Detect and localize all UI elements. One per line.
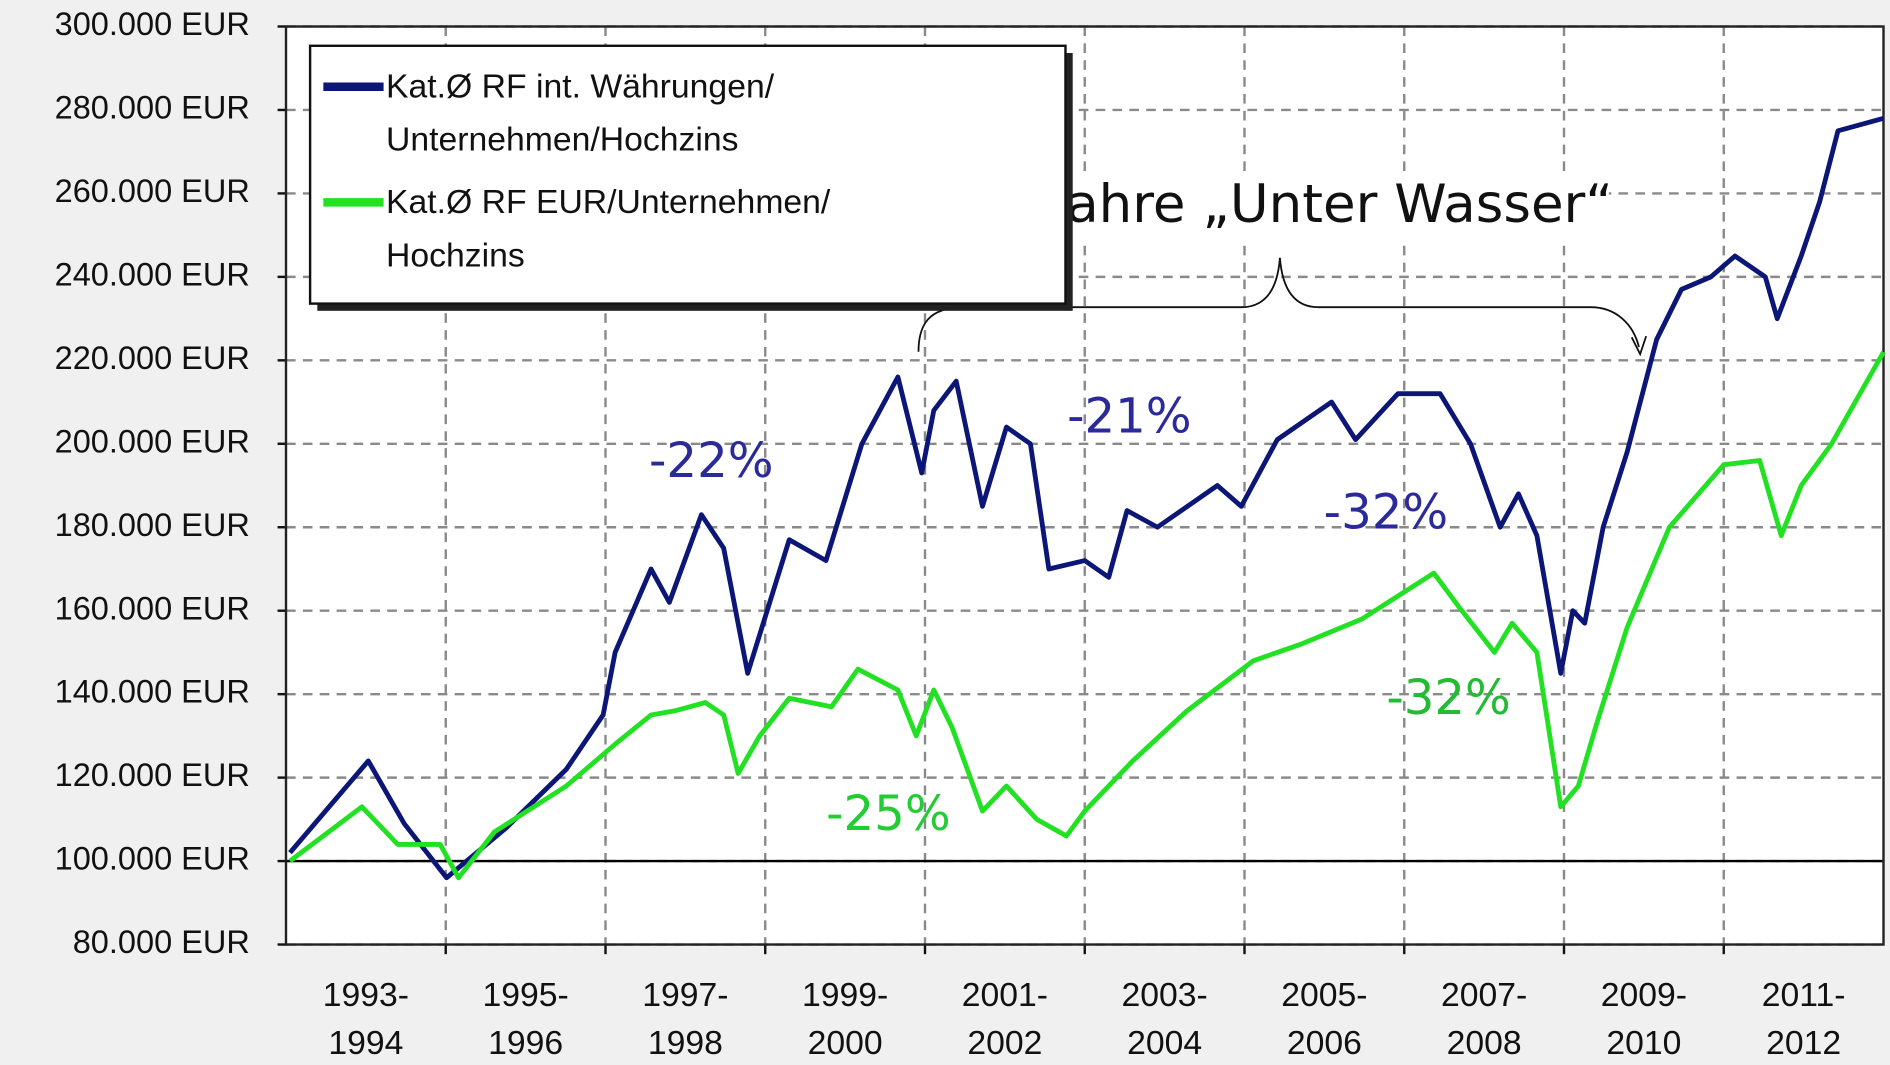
legend-box [308, 44, 1067, 305]
arrow-head [1630, 335, 1648, 357]
annotation-bg [970, 171, 1609, 244]
x-tick-label: 2005- 2006 [1281, 975, 1368, 1062]
annotation: -25% [826, 786, 951, 842]
legend-entry-box: Kat.Ø RF int. Währungen/ Unternehmen/Hoc… [385, 67, 775, 158]
x-tick-label: 1993- 1994 [322, 975, 410, 1062]
x-tick-label-box: 1995- 1996 [482, 975, 569, 1062]
y-tick-label: 220.000 EUR [55, 340, 250, 376]
x-tick-label-box: 1997- 1998 [642, 975, 729, 1062]
y-tick-label: 80.000 EUR [73, 924, 250, 960]
x-tick-label: 2003- 2004 [1121, 975, 1208, 1062]
y-tick-label: 180.000 EUR [55, 507, 250, 543]
brace [917, 257, 1640, 352]
legend-entry: Kat.Ø RF EUR/Unternehmen/ Hochzins [385, 183, 831, 274]
annotation: -21% [1067, 388, 1192, 444]
annotation: -32% [1386, 670, 1511, 726]
annotation: -22% [649, 433, 773, 489]
x-tick-label-box: 2001- 2002 [961, 975, 1049, 1062]
plot-frame [284, 25, 1885, 946]
x-tick-label-box: 1999- 2000 [801, 975, 889, 1062]
legend-entry-box: Kat.Ø RF EUR/Unternehmen/ Hochzins [385, 183, 831, 274]
x-tick-label: 1999- 2000 [801, 975, 889, 1062]
y-tick-label: 160.000 EUR [55, 590, 250, 626]
x-tick-label: 2007- 2008 [1440, 975, 1528, 1062]
x-tick-label-box: 2005- 2006 [1281, 975, 1368, 1062]
y-tick-label: 240.000 EUR [55, 256, 250, 292]
y-tick-label: 100.000 EUR [55, 841, 250, 877]
x-tick-label-box: 2007- 2008 [1440, 975, 1528, 1062]
x-tick-label: 2001- 2002 [961, 975, 1049, 1062]
x-tick-label-box: 1993- 1994 [322, 975, 410, 1062]
x-tick-label-box: 2009- 2010 [1600, 975, 1688, 1062]
x-tick-label: 2009- 2010 [1600, 975, 1688, 1062]
x-tick-label-box: 2011- 2012 [1761, 975, 1846, 1062]
x-tick-label-box: 2003- 2004 [1121, 975, 1208, 1062]
x-tick-label: 2011- 2012 [1761, 975, 1846, 1062]
annotation: 10 Jahre „Unter Wasser“ [966, 174, 1613, 235]
y-tick-label: 260.000 EUR [55, 173, 250, 209]
x-tick-label: 1995- 1996 [482, 975, 569, 1062]
annotation: -32% [1324, 485, 1448, 541]
y-tick-label: 280.000 EUR [55, 90, 250, 126]
series-line [288, 115, 1885, 881]
series-line [288, 350, 1886, 881]
x-tick-label: 1997- 1998 [642, 975, 729, 1062]
legend-entry: Kat.Ø RF int. Währungen/ Unternehmen/Hoc… [385, 67, 775, 158]
y-tick-label: 140.000 EUR [55, 674, 250, 710]
y-tick-label: 120.000 EUR [55, 757, 250, 793]
y-tick-label: 200.000 EUR [55, 423, 250, 459]
y-tick-label: 300.000 EUR [55, 6, 250, 42]
